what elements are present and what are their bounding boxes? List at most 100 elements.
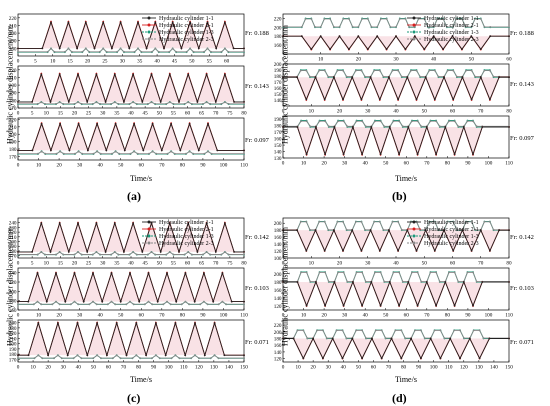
panel-a-sub3-point-1-1 xyxy=(114,123,117,125)
panel-d-sub2-frame xyxy=(282,267,510,311)
panel-a-sub1-point-1-1 xyxy=(206,21,209,24)
panel-c-sub2-xtick-label: 20 xyxy=(56,313,62,319)
panel-b-sub3-xtick-label: 20 xyxy=(321,161,327,167)
panel-a-sub3-point-2-3 xyxy=(188,150,191,153)
panel-b-sub2-point-2-3 xyxy=(360,69,363,72)
panel-a-sub2-xtick-label: 80 xyxy=(241,111,247,117)
panel-c-sub2-point-1-1 xyxy=(175,300,178,303)
panel-d-sub1-point-2-3 xyxy=(437,228,440,231)
panel-c-sub2-point-1-1 xyxy=(166,272,168,274)
panel-d-sub3-shade xyxy=(352,338,372,359)
panel-b-sub1-ytick-label: 160 xyxy=(274,43,282,49)
panel-c-sub3-shade xyxy=(87,322,107,356)
panel-d-sub3-point-1-1 xyxy=(361,357,363,360)
panel-d-sub1-point-2-3 xyxy=(474,228,477,231)
panel-b-sub3-point-1-1 xyxy=(370,126,373,128)
panel-b-sub1-point-1-1 xyxy=(442,48,444,50)
panel-c-sub3-ytick-label: 200 xyxy=(9,342,17,348)
panel-a-sub2-xtick-label: 10 xyxy=(44,111,50,117)
panel-b-sub1-shade xyxy=(358,36,378,50)
panel-b-sub3-shade xyxy=(315,126,335,155)
panel-a-sub3-point-2-3 xyxy=(185,152,187,155)
panel-c-sub3-point-2-3 xyxy=(37,354,40,357)
panel-d-sub1-xtick-label: 70 xyxy=(478,261,484,267)
panel-b-sub1-ytick-label: 220 xyxy=(274,16,282,22)
panel-b-sub1-point-2-3 xyxy=(380,18,382,20)
panel-a-sub1-xtick-label: 0 xyxy=(17,59,20,65)
panel-d-sub1-ytick-label: 120 xyxy=(274,249,282,255)
panel-a-sub1-point-1-1 xyxy=(76,47,78,50)
panel-d-sub2-point-2-3 xyxy=(379,271,382,274)
panel-c-sub3-point-2-3 xyxy=(178,357,181,359)
panel-c-sub1-point-2-3 xyxy=(117,253,120,256)
panel-c-sub2-point-2-3 xyxy=(125,303,128,306)
panel-b-sub3-xtick-label: 50 xyxy=(383,161,389,167)
panel-b-sub2-point-2-3 xyxy=(378,69,381,72)
panel-a-sub1-fr-label: Fr: 0.188 xyxy=(245,30,269,37)
panel-a-sub1-point-2-3 xyxy=(81,50,84,53)
panel-c-sub3-shade xyxy=(106,322,127,356)
panel-a-sub2-xtick-label: 45 xyxy=(143,111,149,117)
panel-b-sub1-point-1-1 xyxy=(461,48,463,50)
panel-b-sub3-point-1-1 xyxy=(508,126,510,128)
panel-c-sub2-xtick-label: 80 xyxy=(180,313,186,319)
panel-d-sub1-point-2-3 xyxy=(483,220,486,223)
panel-a-sub1-xtick-label: 50 xyxy=(189,59,195,65)
panel-a-sub1-point-2-3 xyxy=(105,50,108,53)
panel-c-sub1-point-1-1 xyxy=(150,222,153,225)
panel-b-sub2-point-2-3 xyxy=(305,69,308,72)
panel-d-legend-marker xyxy=(412,227,416,231)
panel-a-sub3-point-2-3 xyxy=(203,152,206,155)
panel-d-sub3-point-1-1 xyxy=(459,357,461,360)
panel-b-sub3-ytick-label: 180 xyxy=(274,124,282,130)
panel-d-sub2-point-1-1 xyxy=(425,281,428,283)
panel-d-sub3-point-2-3 xyxy=(365,337,367,339)
panel-c-sub3-shade xyxy=(204,322,225,356)
panel-d-sub3-point-2-3 xyxy=(374,329,377,332)
panel-d-sub1-point-2-3 xyxy=(309,228,311,231)
panel-c-sub3-xtick-label: 40 xyxy=(76,365,82,371)
panel-b-sub2-point-1-1 xyxy=(406,76,409,79)
panel-b-sub2-ytick-label: 160 xyxy=(274,86,282,92)
panel-c-sub1-xtick-label: 15 xyxy=(58,261,64,267)
panel-c-sub3-point-2-3 xyxy=(92,357,95,359)
panel-a-sub1-point-2-3 xyxy=(192,50,195,53)
panel-a-sub3-point-1-1 xyxy=(170,123,173,125)
panel-b-sub1-xtick-label: 10 xyxy=(318,57,324,63)
panel-c-sub2-point-1-1 xyxy=(45,300,48,303)
panel-c-sub1-point-2-3 xyxy=(128,253,131,256)
panel-d-sub2-shade xyxy=(371,282,390,306)
panel-d-sub2-point-2-3 xyxy=(300,271,302,274)
panel-c-sub2-point-1-1 xyxy=(92,272,94,274)
panel-c-sub2-point-2-3 xyxy=(206,303,209,306)
panel-d-sub2-point-2-3 xyxy=(398,271,400,274)
panel-c-sub1-point-2-3 xyxy=(44,253,46,256)
panel-c-sub1-point-1-1 xyxy=(104,251,107,253)
panel-a-sub1-point-1-1 xyxy=(93,47,96,50)
panel-a-sub2-point-1-1 xyxy=(49,101,52,103)
panel-b-sub2-point-1-1 xyxy=(470,98,473,101)
panel-c-sub3-point-1-1 xyxy=(66,354,69,357)
panel-c-sub1-shade xyxy=(32,222,51,252)
panel-d-sub1-shade xyxy=(315,230,334,252)
panel-c-sub3-point-2-3 xyxy=(198,357,200,359)
panel-c-sub1-point-2-3 xyxy=(55,253,57,256)
panel-c-sub1-xtick-label: 40 xyxy=(128,261,134,267)
panel-b-sub2-point-2-3 xyxy=(400,75,403,78)
panel-b-sub2-point-1-1 xyxy=(282,76,284,79)
panel-a-sub3-point-2-3 xyxy=(170,150,173,153)
panel-c-sub2-shade xyxy=(157,272,177,302)
panel-a-sub1-point-1-1 xyxy=(111,47,113,50)
panel-d-sub3-point-1-1 xyxy=(282,337,284,340)
panel-c-sub3-point-1-1 xyxy=(17,354,19,357)
panel-c-sub1-shade xyxy=(50,222,69,252)
panel-c-sub1-xtick-label: 20 xyxy=(72,261,78,267)
panel-c-sub3-xtick-label: 50 xyxy=(91,365,97,371)
panel-d-sub2-point-1-1 xyxy=(361,304,363,307)
panel-d-sub2-point-2-3 xyxy=(392,271,395,274)
panel-c-sub2-point-2-3 xyxy=(92,300,94,303)
panel-d-sub3-point-1-1 xyxy=(312,337,314,340)
panel-c-sub3-point-2-3 xyxy=(60,357,63,359)
panel-b-sub2-xtick-label: 80 xyxy=(506,109,512,115)
